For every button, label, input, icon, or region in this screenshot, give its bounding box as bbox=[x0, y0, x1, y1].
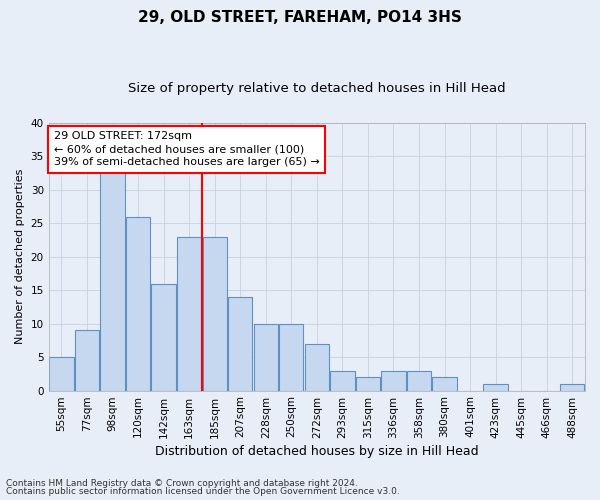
Bar bbox=[100, 163, 125, 390]
Bar bbox=[330, 370, 355, 390]
Text: 29, OLD STREET, FAREHAM, PO14 3HS: 29, OLD STREET, FAREHAM, PO14 3HS bbox=[138, 10, 462, 25]
Bar bbox=[203, 236, 227, 390]
Text: Contains public sector information licensed under the Open Government Licence v3: Contains public sector information licen… bbox=[6, 487, 400, 496]
Bar bbox=[177, 236, 201, 390]
Bar bbox=[433, 377, 457, 390]
Bar bbox=[356, 377, 380, 390]
Text: 29 OLD STREET: 172sqm
← 60% of detached houses are smaller (100)
39% of semi-det: 29 OLD STREET: 172sqm ← 60% of detached … bbox=[54, 131, 320, 168]
Bar bbox=[560, 384, 584, 390]
Bar bbox=[75, 330, 99, 390]
Bar bbox=[305, 344, 329, 391]
Bar bbox=[279, 324, 304, 390]
Title: Size of property relative to detached houses in Hill Head: Size of property relative to detached ho… bbox=[128, 82, 506, 96]
Bar bbox=[407, 370, 431, 390]
X-axis label: Distribution of detached houses by size in Hill Head: Distribution of detached houses by size … bbox=[155, 444, 479, 458]
Bar bbox=[228, 297, 253, 390]
Bar bbox=[382, 370, 406, 390]
Bar bbox=[151, 284, 176, 391]
Bar bbox=[484, 384, 508, 390]
Text: Contains HM Land Registry data © Crown copyright and database right 2024.: Contains HM Land Registry data © Crown c… bbox=[6, 478, 358, 488]
Bar bbox=[126, 216, 150, 390]
Bar bbox=[254, 324, 278, 390]
Y-axis label: Number of detached properties: Number of detached properties bbox=[15, 169, 25, 344]
Bar bbox=[49, 357, 74, 390]
